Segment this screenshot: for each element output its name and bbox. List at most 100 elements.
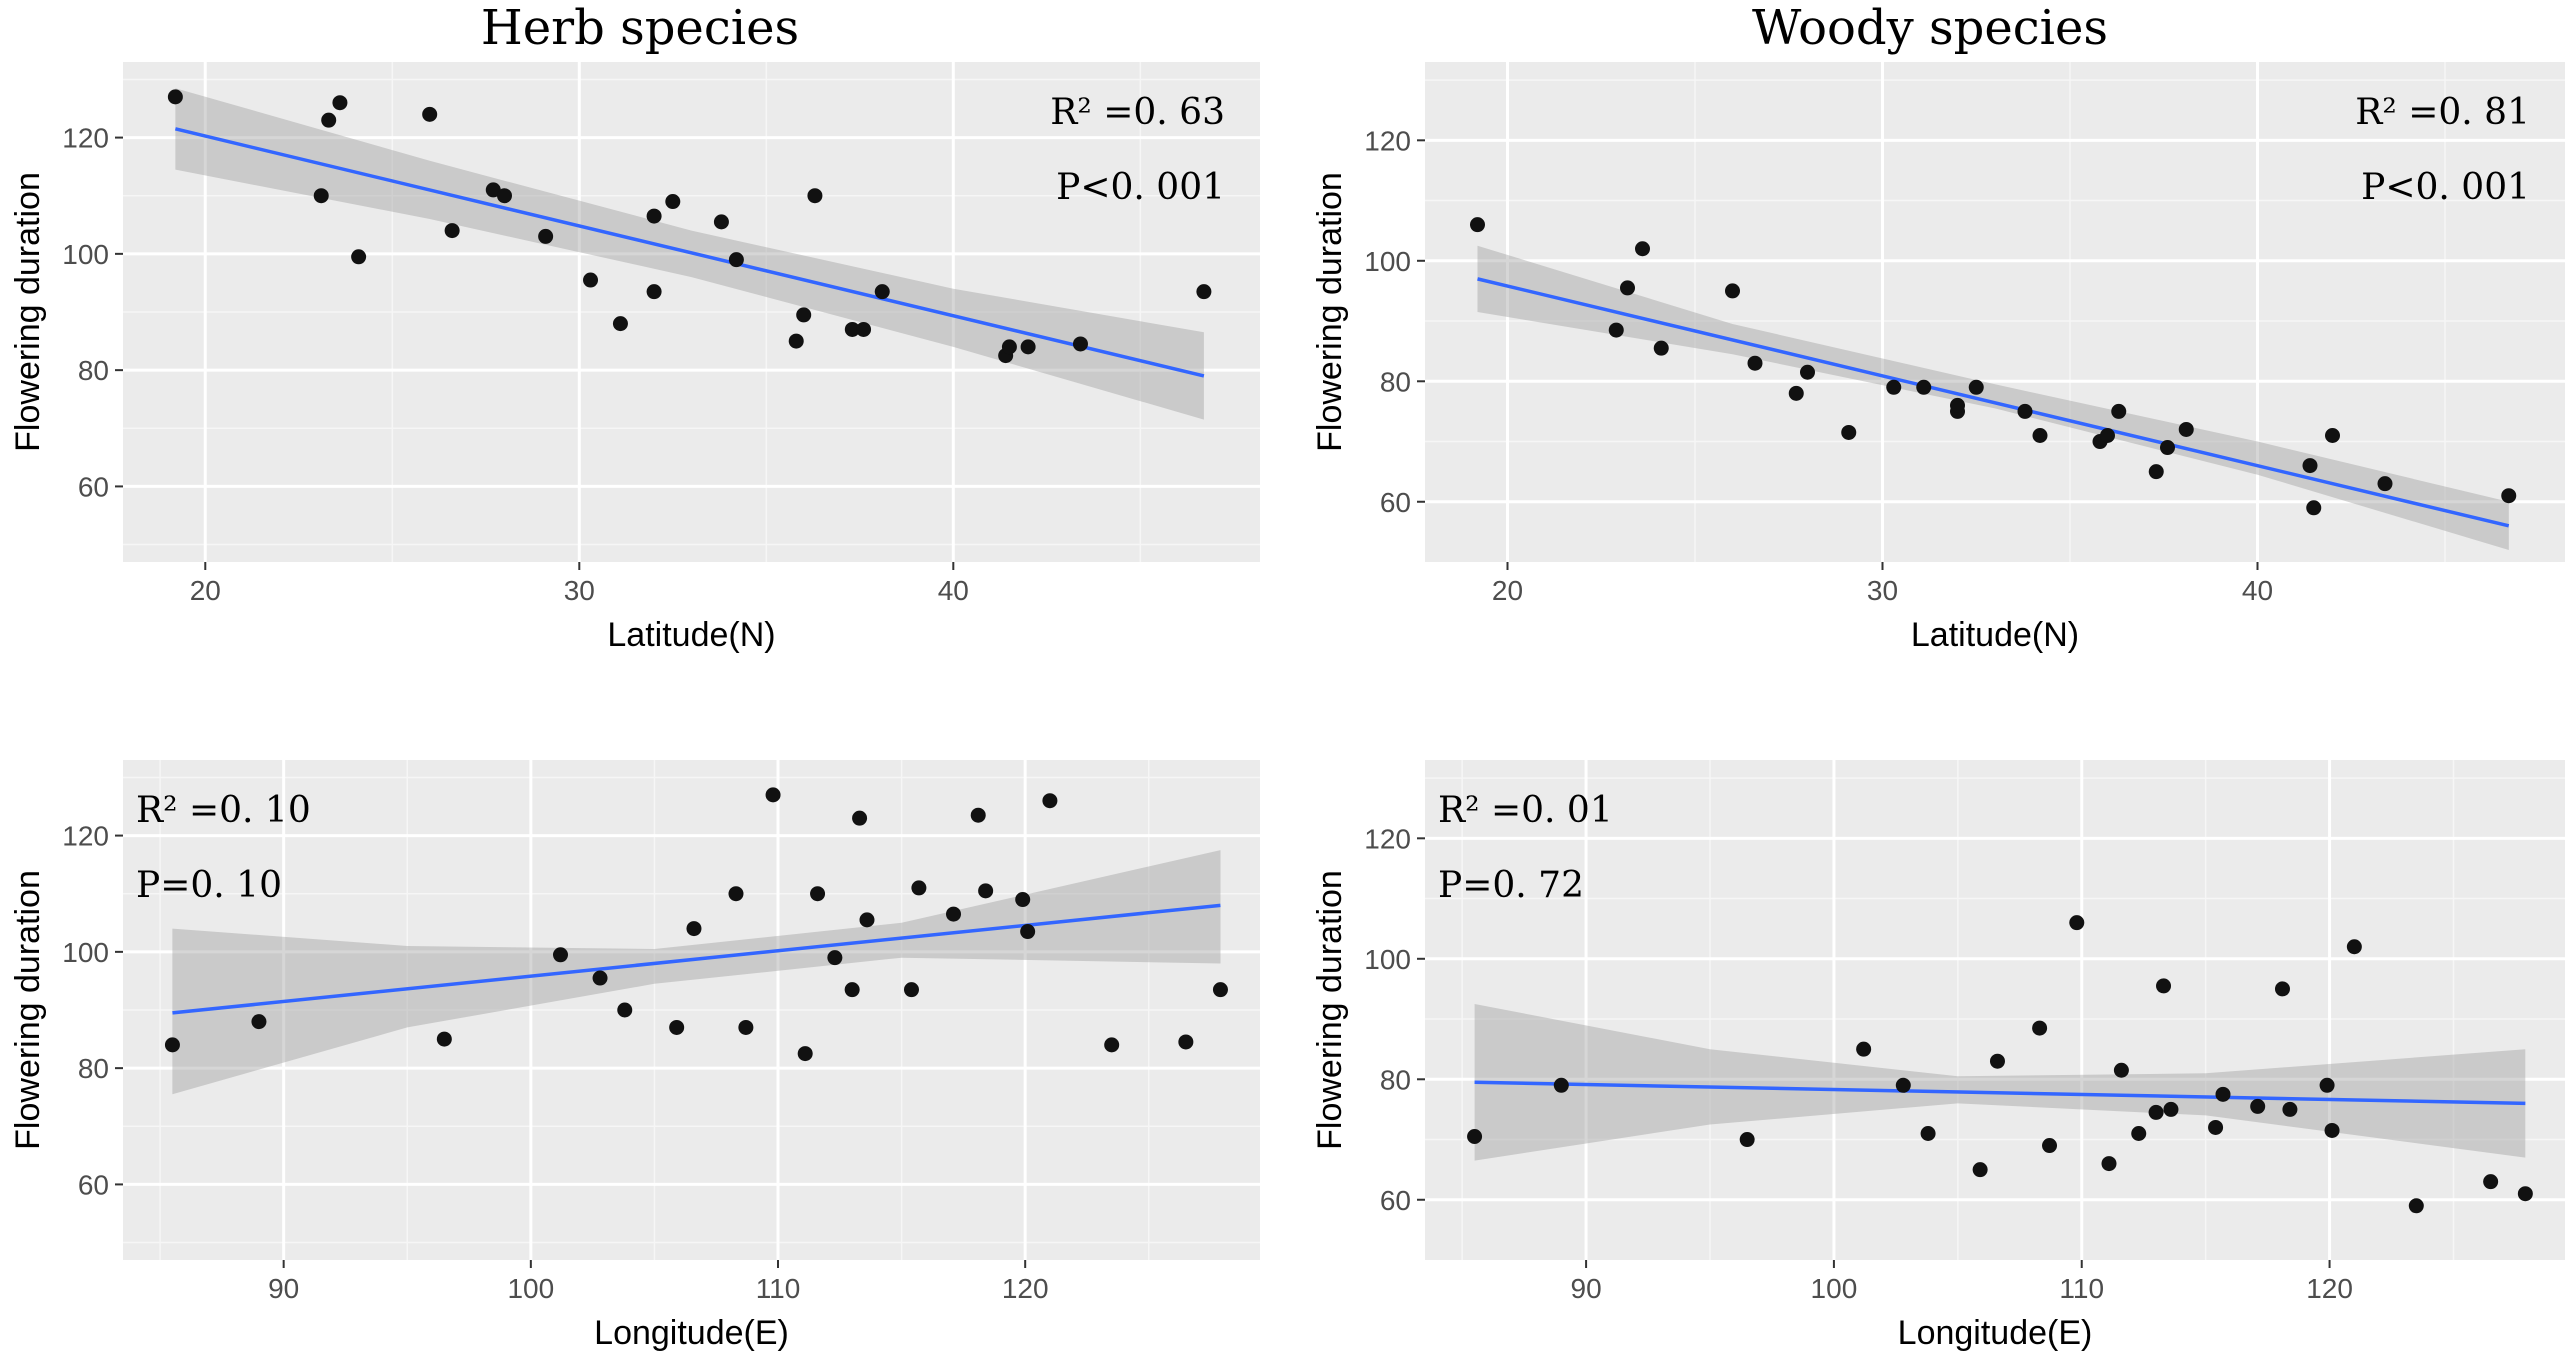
y-tick-label: 120: [62, 123, 109, 154]
data-point: [1895, 1077, 1911, 1093]
data-point: [1653, 340, 1669, 356]
data-point: [321, 112, 337, 128]
x-tick-label: 40: [938, 575, 969, 606]
data-point: [351, 249, 367, 265]
regression-line: [172, 903, 1221, 1015]
data-point: [2113, 1062, 2129, 1078]
data-point: [1212, 982, 1228, 998]
data-point: [332, 95, 348, 111]
data-point: [1747, 355, 1763, 371]
y-tick-label: 100: [62, 937, 109, 968]
data-point: [844, 982, 860, 998]
data-point: [538, 228, 554, 244]
data-point: [1020, 339, 1036, 355]
panel-woody-longitude: 90 100 110 120 60 80 100 120 Longitude(E) Floweri…: [1311, 760, 2565, 1352]
data-point: [665, 194, 681, 210]
data-point: [2302, 458, 2318, 474]
data-point: [646, 284, 662, 300]
data-point: [2148, 1104, 2164, 1120]
data-point: [1104, 1037, 1120, 1053]
data-point: [874, 284, 890, 300]
data-point: [2517, 1186, 2533, 1202]
regression-line: [174, 127, 1205, 378]
confidence-band: [1477, 245, 2509, 550]
data-point: [1635, 241, 1650, 257]
y-tick-label: 60: [1380, 487, 1411, 518]
data-point: [911, 880, 927, 896]
data-point: [1788, 385, 1804, 401]
data-point: [797, 1046, 813, 1062]
data-point: [2501, 488, 2517, 504]
data-point: [646, 208, 662, 224]
data-point: [738, 1019, 754, 1035]
x-axis-title: Longitude(E): [1898, 1314, 2093, 1352]
data-point: [844, 321, 860, 337]
x-axis-title: Latitude(N): [1911, 616, 2079, 654]
data-point: [2131, 1125, 2147, 1141]
data-point: [1950, 397, 1965, 413]
data-point: [2483, 1174, 2499, 1190]
data-point: [1841, 424, 1857, 440]
data-point: [2042, 1138, 2058, 1154]
data-point: [496, 188, 512, 204]
panel-herb-latitude: 20 30 40 60 80 100 120 Latitude(N) Flowering dur…: [9, 62, 1260, 654]
data-point: [2032, 427, 2048, 443]
data-point: [2250, 1098, 2266, 1114]
y-axis-title: Flowering duration: [1311, 172, 1349, 452]
data-point: [1470, 217, 1485, 233]
y-tick-label: 80: [78, 1053, 109, 1084]
data-point: [2111, 403, 2127, 419]
r-squared-label: R² =0. 63: [1050, 92, 1225, 133]
y-tick-label: 80: [1380, 1064, 1411, 1095]
data-point: [859, 912, 875, 928]
data-point: [2163, 1101, 2179, 1117]
x-tick-label: 90: [268, 1273, 299, 1304]
data-point: [1608, 322, 1624, 338]
data-point: [167, 89, 183, 105]
x-tick-label: 100: [507, 1273, 554, 1304]
data-point: [1020, 924, 1036, 940]
data-point: [2032, 1020, 2048, 1036]
data-point: [1916, 379, 1932, 395]
data-point: [1467, 1129, 1483, 1145]
x-axis-title: Latitude(N): [607, 616, 775, 654]
data-point: [1001, 339, 1017, 355]
x-tick-label: 120: [2306, 1273, 2353, 1304]
data-point: [1042, 793, 1058, 809]
data-point: [1856, 1041, 1872, 1057]
data-point: [788, 333, 804, 349]
data-point: [978, 883, 994, 899]
data-point: [592, 970, 608, 986]
y-axis-title: Flowering duration: [9, 870, 47, 1150]
p-value-label: P<0. 001: [2361, 167, 2530, 208]
regression-line: [1474, 1080, 2526, 1106]
data-point: [485, 182, 501, 198]
x-tick-label: 20: [1492, 575, 1523, 606]
data-point: [2017, 403, 2033, 419]
woody-column-title: Woody species: [1751, 0, 2108, 56]
data-point: [2100, 427, 2115, 443]
x-tick-label: 120: [1002, 1273, 1049, 1304]
data-point: [856, 321, 872, 337]
data-point: [765, 787, 781, 803]
panel-herb-longitude: 90 100 110 120 60 80 100 120 Longitude(E) Floweri…: [9, 760, 1260, 1352]
herb-column-title: Herb species: [480, 0, 800, 56]
data-point: [1620, 280, 1635, 296]
data-point: [2101, 1156, 2117, 1172]
data-point: [1739, 1132, 1755, 1148]
y-axis-title: Flowering duration: [1311, 870, 1349, 1150]
data-point: [903, 982, 919, 998]
x-tick-label: 100: [1811, 1273, 1858, 1304]
data-point: [1015, 892, 1031, 908]
data-point: [2346, 939, 2362, 955]
data-point: [2274, 981, 2290, 997]
plot-background: [1425, 760, 2565, 1260]
data-point: [251, 1014, 267, 1030]
x-tick-label: 30: [564, 575, 595, 606]
y-tick-label: 120: [62, 821, 109, 852]
y-tick-label: 80: [1380, 366, 1411, 397]
data-point: [1196, 284, 1212, 300]
data-point: [827, 950, 843, 966]
x-tick-label: 40: [2242, 575, 2273, 606]
data-point: [2408, 1198, 2424, 1214]
